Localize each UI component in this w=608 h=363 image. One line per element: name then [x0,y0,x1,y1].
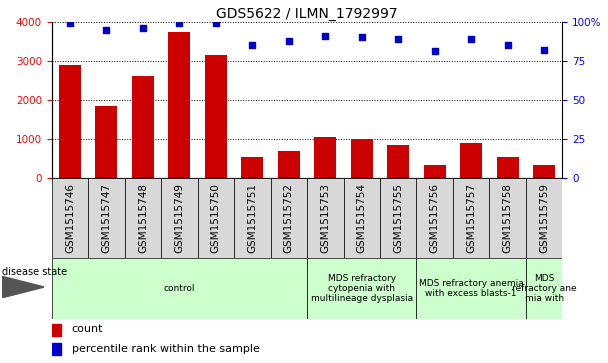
Bar [307,258,416,319]
Bar [205,55,227,178]
Text: GSM1515752: GSM1515752 [284,183,294,253]
Text: GSM1515758: GSM1515758 [503,183,513,253]
Text: GSM1515755: GSM1515755 [393,183,403,253]
Text: GSM1515756: GSM1515756 [430,183,440,253]
Bar [241,157,263,178]
Text: MDS refractory
cytopenia with
multilineage dysplasia: MDS refractory cytopenia with multilinea… [311,274,413,303]
Text: GSM1515749: GSM1515749 [174,183,184,253]
Bar [52,343,61,355]
Bar [234,178,271,258]
Bar [52,258,307,319]
Bar [59,65,81,178]
Bar [387,145,409,178]
Bar [526,178,562,258]
Bar [307,178,344,258]
Text: GSM1515747: GSM1515747 [102,183,111,253]
Text: control: control [164,284,195,293]
Bar [416,178,453,258]
Text: GSM1515754: GSM1515754 [357,183,367,253]
Point [247,42,257,48]
Bar [132,76,154,178]
Bar [380,178,416,258]
Point [284,38,294,44]
Bar [497,157,519,178]
Point [174,20,184,26]
Bar [271,178,307,258]
Text: GSM1515757: GSM1515757 [466,183,476,253]
Text: disease state: disease state [2,267,67,277]
Bar [416,258,526,319]
Text: GSM1515748: GSM1515748 [138,183,148,253]
Bar [52,178,88,258]
Bar [52,324,61,336]
Text: GSM1515746: GSM1515746 [65,183,75,253]
Bar [95,106,117,178]
Text: GSM1515750: GSM1515750 [211,183,221,253]
Bar [424,166,446,178]
Text: percentile rank within the sample: percentile rank within the sample [72,344,260,354]
Bar [533,165,555,178]
Bar [168,32,190,178]
Point [466,36,476,42]
Bar [351,139,373,178]
Bar [526,258,562,319]
Text: count: count [72,324,103,334]
Title: GDS5622 / ILMN_1792997: GDS5622 / ILMN_1792997 [216,7,398,21]
Text: MDS
refractory ane
mia with: MDS refractory ane mia with [512,274,576,303]
Bar [344,178,380,258]
Bar [453,178,489,258]
Point [539,47,549,53]
Text: GSM1515759: GSM1515759 [539,183,549,253]
Point [102,27,111,33]
Text: MDS refractory anemia
with excess blasts-1: MDS refractory anemia with excess blasts… [419,279,523,298]
Bar [489,178,526,258]
Text: GSM1515751: GSM1515751 [247,183,257,253]
Point [138,25,148,31]
Bar [88,178,125,258]
Bar [460,143,482,178]
Point [320,33,330,39]
Point [503,42,513,48]
Point [211,20,221,26]
Point [65,20,75,26]
Bar [198,178,234,258]
Bar [278,151,300,178]
Text: GSM1515753: GSM1515753 [320,183,330,253]
Bar [161,178,198,258]
Point [357,34,367,40]
Bar [314,137,336,178]
Bar [125,178,161,258]
Polygon shape [2,276,44,298]
Point [393,36,403,42]
Point [430,49,440,54]
